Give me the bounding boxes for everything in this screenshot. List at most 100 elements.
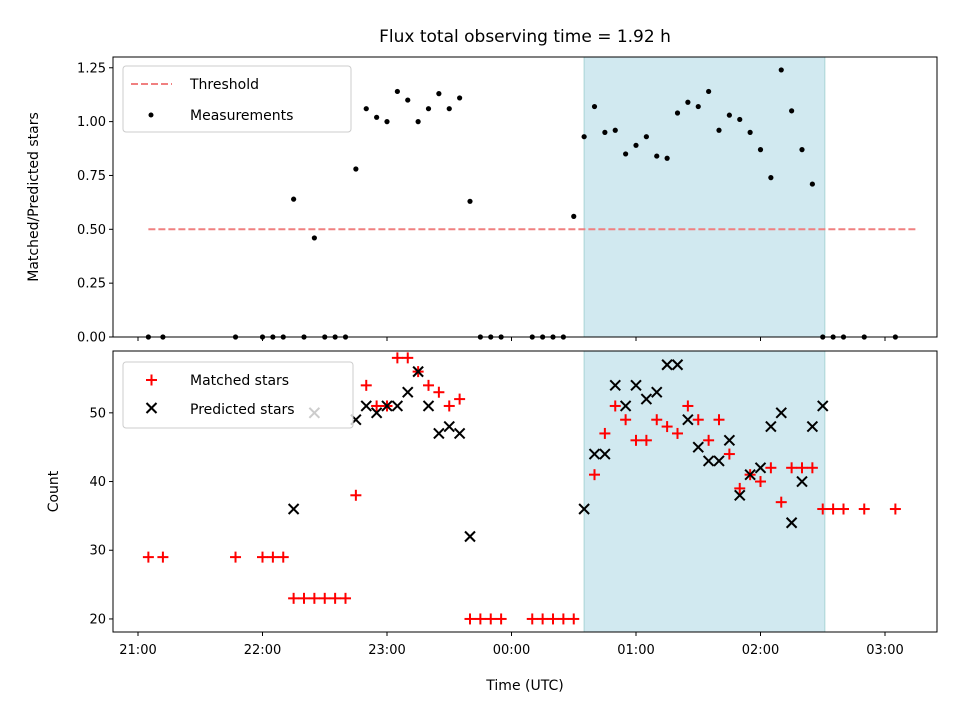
matched-star-point [723,448,735,460]
bottom-panel: 20 30 40 50 21:00 22:00 23:00 00:00 01:00 02:00 0… [46,350,938,694]
matched-star-point [692,414,704,426]
predicted-star-point [661,359,673,371]
predicted-star-point [630,379,642,392]
matched-star-point [734,482,746,494]
x-tick-label: 21:00 [119,643,156,658]
matched-star-point [485,613,497,625]
predicted-star-point [287,503,300,515]
predicted-star-point [640,393,653,405]
matched-star-point [340,592,351,604]
matched-star-point [620,414,632,426]
bottom-y-tick-label: 30 [89,544,106,559]
predicted-star-point [765,420,777,433]
predicted-star-point [619,400,632,412]
predicted-star-point [422,400,435,412]
matched-star-point [775,496,787,508]
bottom-axes-frame [112,350,938,633]
predicted-star-point [360,400,372,412]
predicted-star-point [588,448,601,460]
predicted-star-point [391,400,404,412]
bottom-legend-box [122,361,354,429]
top-shaded-observing-window [583,56,826,338]
x-tick-label: 02:00 [742,643,779,658]
predicted-star-point [702,455,715,467]
predicted-star-point [381,400,393,412]
top-legend: Threshold Measurements [122,65,352,133]
measurement-point [623,151,629,157]
matched-star-point [817,503,829,515]
measurement-point [695,103,701,110]
matched-star-point [257,551,268,563]
measurement-point [737,116,743,123]
predicted-star-point [734,489,746,501]
matched-star-point [838,503,849,515]
predicted-star-point [713,455,725,467]
predicted-star-x-b [578,503,590,515]
measurement-point [425,106,432,112]
matched-star-point [142,551,154,563]
predicted-star-x-b [391,400,404,412]
matched-star-point [371,400,383,412]
predicted-star-point [402,386,414,398]
measurement-point [799,147,805,153]
matched-star-point [298,592,310,604]
measurement-point [436,91,442,97]
top-axes-frame [112,56,938,338]
predicted-star-point [754,462,767,474]
predicted-star-point [692,441,704,453]
measurement-point [757,147,764,153]
measurement-point [394,88,400,95]
top-legend-box [122,65,352,133]
measurement-point [633,142,639,148]
legend-predicted-label: Predicted stars [190,402,295,418]
measurement-point [602,129,608,135]
predicted-star-x-b [370,407,383,419]
matched-star-point [796,462,808,474]
predicted-star-x-b [630,379,642,392]
predicted-star-x-b [785,517,798,529]
measurement-point [664,155,670,161]
matched-star-point [277,551,289,563]
predicted-star-point [433,427,445,440]
measurement-point [685,99,691,105]
measurement-point [654,153,660,159]
x-axis-label: Time (UTC) [485,678,563,694]
matched-star-point [474,613,486,625]
predicted-star-x-b [713,455,725,467]
legend-matched-label: Matched stars [190,373,289,389]
predicted-star-x-b [402,386,414,398]
measurement-point [747,129,753,135]
matched-star-point [703,434,715,446]
legend-matched-swatch [146,374,157,386]
predicted-star-x-b [754,462,767,474]
measurement-point [643,134,649,140]
measurement-point [674,110,681,116]
predicted-star-point [464,530,476,543]
matched-star-point [661,421,673,433]
matched-star-point [568,613,580,625]
measurement-point [415,119,421,125]
predicted-star-x-b [464,530,476,543]
matched-star-point [267,551,279,563]
x-tick-label: 00:00 [493,643,530,658]
bottom-y-tick-label: 40 [89,475,106,490]
bottom-shaded-observing-window [583,350,826,633]
measurement-point [457,95,463,101]
measurement-point [384,119,390,125]
x-tick-label: 22:00 [244,643,281,658]
matched-star-point [288,592,300,604]
measurement-point [446,106,452,112]
matched-star-point [589,469,600,481]
predicted-star-point [806,420,819,433]
bottom-y-tick-label: 50 [89,406,106,421]
measurement-point [778,67,784,73]
matched-star-point [806,462,818,474]
predicted-star-x-b [796,475,808,488]
predicted-star-x-b [287,503,300,515]
matched-star-point [630,434,642,446]
top-y-tick-label: 1.25 [77,61,106,76]
measurement-point [311,235,317,241]
x-tick-label: 03:00 [866,643,903,658]
matched-star-point [329,592,341,604]
matched-star-point [682,400,694,412]
